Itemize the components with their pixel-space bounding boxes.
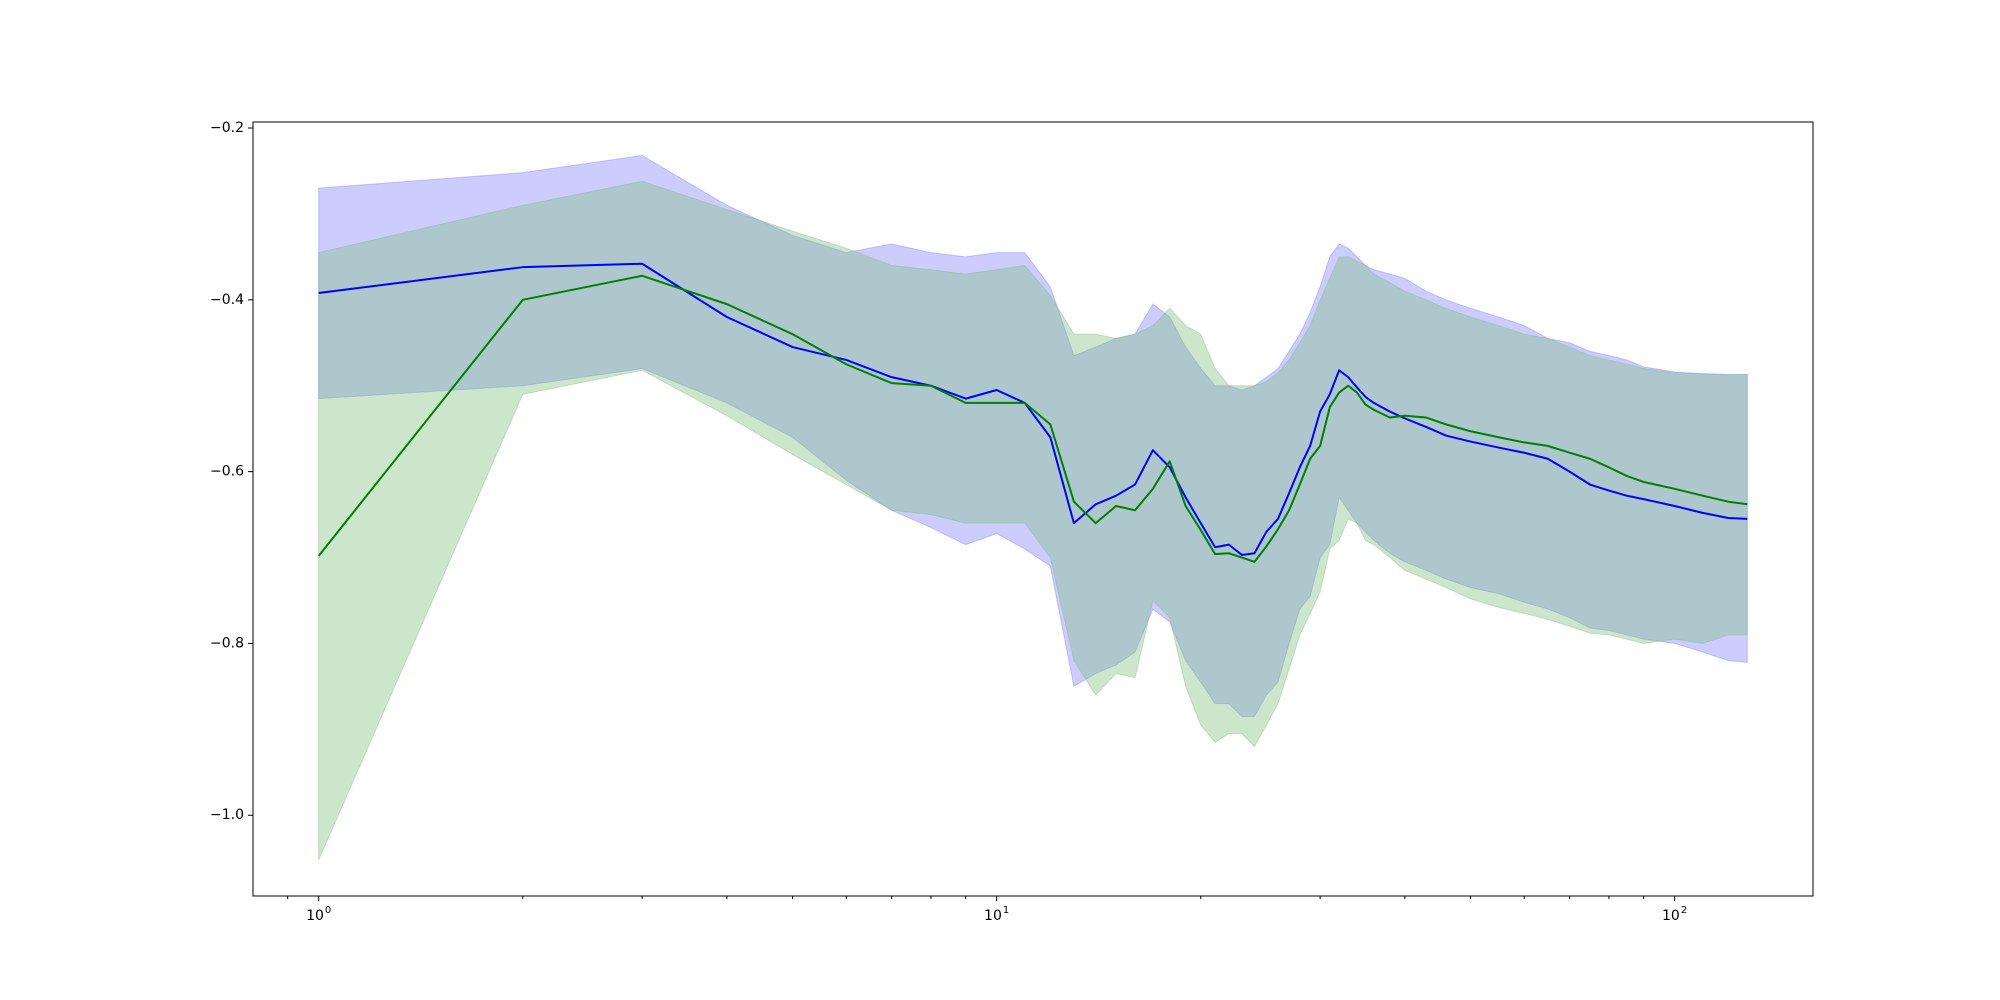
y-tick: −0.2 — [210, 120, 253, 136]
series-1-band — [318, 154, 1748, 717]
x-tick: 102 — [1662, 896, 1687, 924]
x-tick-label: 100 — [306, 905, 331, 924]
x-tick-exponent: 2 — [1681, 905, 1687, 916]
series-lines — [317, 262, 1748, 563]
series-2-line — [317, 274, 1748, 563]
y-tick: −0.6 — [210, 464, 253, 480]
y-tick: −1.0 — [210, 807, 253, 823]
y-tick: −0.8 — [210, 635, 253, 651]
x-tick-base: 10 — [984, 908, 1002, 924]
x-minor-ticks — [287, 896, 1645, 899]
y-tick-label: −0.4 — [210, 292, 244, 308]
series-2-band — [318, 180, 1748, 861]
y-tick: −0.4 — [210, 292, 253, 308]
y-tick-label: −0.8 — [210, 635, 244, 651]
x-tick-base: 10 — [306, 908, 324, 924]
x-tick-base: 10 — [1662, 908, 1680, 924]
x-tick-exponent: 1 — [1003, 905, 1009, 916]
x-tick: 101 — [984, 896, 1009, 924]
x-tick-exponent: 0 — [325, 905, 331, 916]
x-tick-label: 101 — [984, 905, 1009, 924]
series-1-line — [318, 262, 1748, 556]
y-tick-label: −1.0 — [210, 807, 244, 823]
x-tick: 100 — [306, 896, 331, 924]
x-axis: 100 101 102 — [287, 896, 1687, 924]
x-tick-label: 102 — [1662, 905, 1687, 924]
confidence-bands — [318, 154, 1748, 861]
y-axis: −0.2 −0.4 −0.6 −0.8 −1.0 — [210, 120, 253, 823]
plot-area — [317, 154, 1748, 861]
axes-frame — [252, 121, 1814, 897]
y-tick-label: −0.2 — [210, 120, 244, 136]
y-tick-label: −0.6 — [210, 464, 244, 480]
